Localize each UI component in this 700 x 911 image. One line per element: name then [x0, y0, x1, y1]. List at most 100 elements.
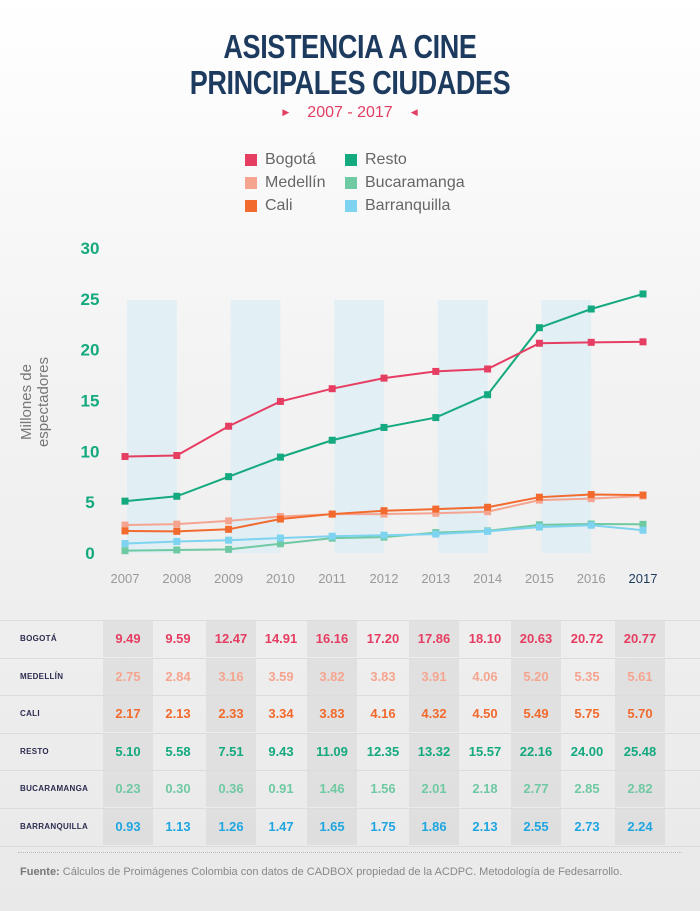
table-cell: 1.26 [206, 808, 256, 845]
y-tick-label: 25 [81, 290, 100, 309]
table-cell: 2.73 [574, 818, 600, 834]
table-cell: 5.20 [511, 658, 561, 695]
table-cell: 0.23 [103, 771, 153, 808]
subtitle-text: 2007 - 2017 [307, 104, 393, 121]
data-point [639, 520, 647, 528]
table-cell: 4.50 [472, 706, 498, 722]
data-point [173, 452, 181, 460]
table-cell: 4.16 [370, 706, 396, 722]
table-cell: 18.10 [468, 631, 502, 646]
legend-swatch [245, 177, 257, 189]
table-cell: 2.17 [103, 696, 153, 733]
data-point [535, 324, 543, 332]
data-point [225, 422, 233, 430]
data-point [225, 525, 233, 533]
background-band [437, 300, 488, 553]
table-cell: 3.91 [409, 658, 459, 695]
data-point [587, 521, 595, 529]
data-point [121, 453, 129, 461]
x-tick-label: 2010 [266, 571, 295, 586]
data-point [121, 527, 129, 535]
data-point [587, 491, 595, 499]
table-cell: 13.32 [409, 733, 459, 770]
data-point [380, 374, 388, 382]
legend-swatch [345, 200, 357, 212]
table-cell: 3.59 [268, 668, 294, 684]
data-point [173, 520, 181, 528]
legend-item: Bucaramanga [345, 173, 485, 193]
data-point [328, 532, 336, 540]
data-point [432, 414, 440, 422]
table-cell: 1.65 [307, 808, 357, 845]
table-cell: 3.83 [307, 696, 357, 733]
data-point [121, 540, 129, 548]
table-cell: 1.13 [165, 818, 191, 834]
triangle-left-icon: ◀ [410, 107, 418, 117]
table-row: BARRANQUILLA 0.93 1.13 1.26 1.47 1.65 1.75 1.86… [0, 808, 700, 847]
subtitle: ▶ 2007 - 2017 ◀ [0, 104, 700, 122]
table-cell: 9.59 [165, 631, 191, 646]
data-point [173, 538, 181, 546]
table-cell: 12.35 [366, 743, 400, 759]
table-cell: 2.82 [615, 771, 665, 808]
table-cell: 2.85 [574, 781, 600, 797]
legend-label: Barranquilla [365, 197, 451, 214]
legend-item: Medellín [245, 173, 345, 193]
table-cell: 4.06 [472, 668, 498, 684]
table-cell: 0.93 [103, 808, 153, 845]
row-label: BARRANQUILLA [20, 821, 89, 831]
data-point [587, 495, 595, 503]
legend-label: Bogotá [265, 151, 316, 168]
data-point [484, 508, 492, 516]
table-row: MEDELLÍN 2.75 2.84 3.16 3.59 3.82 3.83 3.91 4.06… [0, 658, 700, 697]
data-table: BOGOTÁ 9.49 9.59 12.47 14.91 16.16 17.20 17.86 1… [0, 620, 700, 847]
table-cell: 17.20 [366, 631, 400, 646]
table-cell: 1.56 [370, 781, 396, 797]
legend-label: Bucaramanga [365, 174, 465, 191]
table-cell: 16.16 [307, 621, 357, 657]
table-cell: 12.47 [206, 621, 256, 657]
table-cell: 22.16 [511, 733, 561, 770]
title-line-2: PRINCIPALES CIUDADES [189, 64, 511, 101]
legend-label: Resto [365, 151, 407, 168]
background-band [230, 300, 281, 553]
row-label: CALI [20, 709, 40, 719]
data-point [639, 526, 647, 534]
table-cell: 2.75 [103, 658, 153, 695]
data-point [276, 534, 284, 542]
y-axis-label: Millones de espectadores [18, 356, 52, 448]
table-row: CALI 2.17 2.13 2.33 3.34 3.83 4.16 4.32 4.50 5.49… [0, 696, 700, 734]
table-cell: 2.13 [472, 818, 498, 834]
x-tick-label: 2009 [214, 571, 243, 586]
legend-swatch [345, 177, 357, 189]
table-cell: 14.91 [264, 631, 298, 646]
y-tick-label: 10 [81, 442, 100, 461]
data-point [380, 507, 388, 515]
table-cell: 5.49 [511, 696, 561, 733]
table-cell: 2.55 [511, 808, 561, 845]
table-row: RESTO 5.10 5.58 7.51 9.43 11.09 12.35 13.32 15.5… [0, 733, 700, 772]
source-label: Fuente: [20, 866, 60, 878]
data-point [173, 546, 181, 554]
table-cell: 3.34 [268, 706, 294, 722]
table-cell: 20.72 [570, 631, 604, 646]
data-point [535, 523, 543, 531]
table-cell: 5.10 [103, 733, 153, 770]
legend-item: Barranquilla [345, 196, 485, 216]
legend-label: Medellín [265, 174, 326, 191]
data-point [639, 290, 647, 298]
data-point [276, 397, 284, 405]
table-cell: 1.47 [268, 818, 294, 834]
table-cell: 0.30 [165, 781, 191, 797]
table-cell: 20.63 [511, 621, 561, 657]
table-cell: 1.86 [409, 808, 459, 845]
triangle-right-icon: ▶ [282, 107, 290, 117]
table-cell: 5.70 [615, 696, 665, 733]
data-point [639, 491, 647, 499]
data-point [432, 509, 440, 517]
table-cell: 3.16 [206, 658, 256, 695]
divider [18, 852, 682, 853]
data-point [484, 503, 492, 511]
x-tick-label: 2013 [421, 571, 450, 586]
table-cell: 2.77 [511, 771, 561, 808]
